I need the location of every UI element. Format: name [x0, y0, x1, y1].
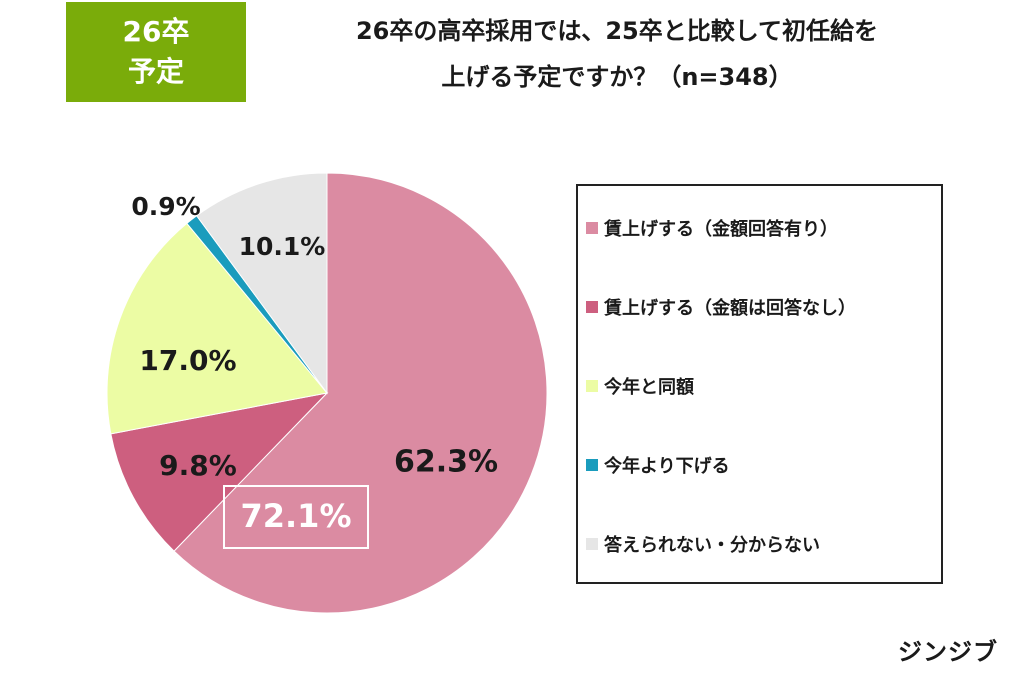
- chart-title-line-2: 上げる予定ですか？（n=348）: [441, 63, 793, 91]
- slice-label-5: 10.1%: [239, 232, 326, 261]
- legend-label: 今年より下げる: [604, 456, 730, 477]
- pie-slice-3: [106, 222, 328, 435]
- legend-swatch: [586, 459, 598, 471]
- legend-swatch: [586, 222, 598, 234]
- legend-label: 賃上げする（金額回答有り）: [604, 219, 838, 240]
- legend-item-3: 今年と同額: [586, 371, 694, 401]
- legend-item-4: 今年より下げる: [586, 450, 730, 480]
- chart-title-line-1: 26卒の高卒採用では、25卒と比較して初任給を: [355, 17, 879, 45]
- legend: 賃上げする（金額回答有り） 賃上げする（金額は回答なし） 今年と同額今年より下げる答…: [576, 184, 943, 584]
- legend-item-5: 答えられない・分からない: [586, 529, 820, 559]
- slice-label-2: 9.8%: [159, 449, 237, 482]
- combined-label-box: [223, 485, 369, 549]
- legend-swatch: [586, 301, 598, 313]
- legend-label: 賃上げする（金額は回答なし）: [604, 298, 856, 319]
- tag-line-2: 予定: [127, 55, 184, 88]
- legend-label: 今年と同額: [604, 377, 694, 398]
- legend-item-1: 賃上げする（金額回答有り）: [586, 213, 838, 243]
- legend-swatch: [586, 380, 598, 392]
- legend-swatch: [586, 538, 598, 550]
- tag-line-1: 26卒: [122, 15, 190, 48]
- pie-slice-1: [173, 172, 548, 614]
- brand-logo: ジンジブ: [898, 638, 998, 666]
- slice-label-4: 0.9%: [131, 192, 200, 221]
- pie-slice-2: [110, 392, 329, 552]
- slice-label-3: 17.0%: [139, 344, 236, 377]
- legend-label: 答えられない・分からない: [604, 535, 820, 556]
- legend-item-2: 賃上げする（金額は回答なし）: [586, 292, 856, 322]
- slice-label-1: 62.3%: [394, 445, 498, 480]
- pie-chart: 62.3% 9.8% 17.0% 0.9% 10.1% 72.1%: [106, 172, 548, 614]
- pie-slice-5: [195, 172, 328, 395]
- chart-title: 26卒の高卒採用では、25卒と比較して初任給を 上げる予定ですか？（n=348）: [272, 8, 962, 100]
- combined-label: 72.1%: [240, 497, 351, 535]
- survey-year-tag: 26卒 予定: [66, 2, 246, 102]
